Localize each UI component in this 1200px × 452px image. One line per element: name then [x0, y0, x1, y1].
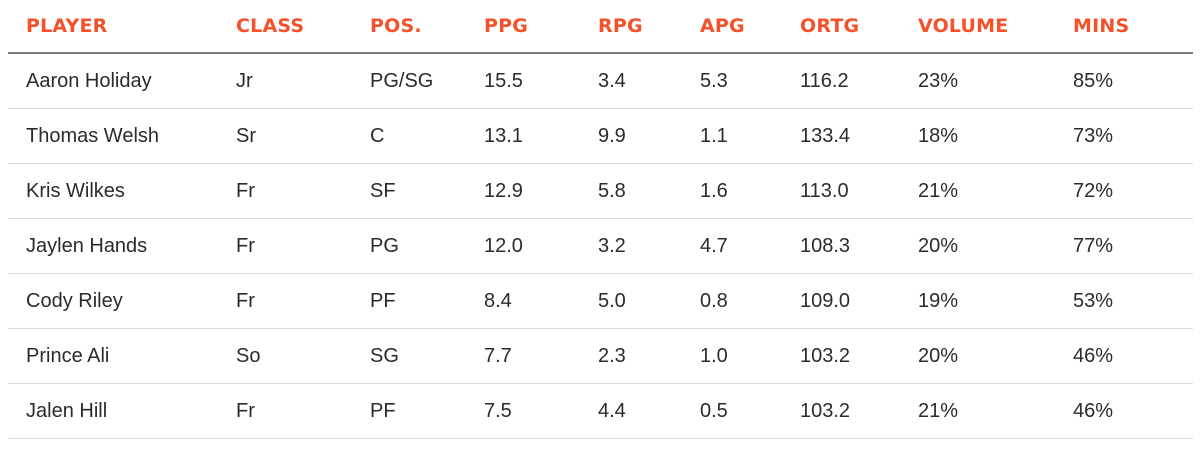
cell-class: So [236, 328, 370, 384]
table-row: Aaron Holiday Jr PG/SG 15.5 3.4 5.3 116.… [8, 53, 1193, 109]
cell-mins: 53% [1073, 273, 1193, 329]
cell-player: Aaron Holiday [8, 53, 236, 109]
column-header-class: CLASS [236, 0, 370, 54]
cell-apg: 1.6 [700, 163, 800, 219]
column-header-ppg: PPG [484, 0, 598, 54]
column-header-rpg: RPG [598, 0, 700, 54]
table-row: Thomas Welsh Sr C 13.1 9.9 1.1 133.4 18%… [8, 108, 1193, 164]
cell-ppg: 7.7 [484, 328, 598, 384]
cell-volume: 19% [918, 273, 1073, 329]
cell-player: Thomas Welsh [8, 108, 236, 164]
table-row: Kris Wilkes Fr SF 12.9 5.8 1.6 113.0 21%… [8, 163, 1193, 219]
cell-volume: 20% [918, 218, 1073, 274]
cell-rpg: 2.3 [598, 328, 700, 384]
cell-player: Prince Ali [8, 328, 236, 384]
header-row: PLAYER CLASS POS. PPG RPG APG ORTG VOLUM… [8, 0, 1193, 54]
cell-apg: 1.0 [700, 328, 800, 384]
table-header: PLAYER CLASS POS. PPG RPG APG ORTG VOLUM… [8, 0, 1193, 54]
cell-class: Sr [236, 108, 370, 164]
cell-class: Fr [236, 383, 370, 439]
cell-rpg: 4.4 [598, 383, 700, 439]
cell-position: PF [370, 383, 484, 439]
cell-ortg: 109.0 [800, 273, 918, 329]
cell-position: PG/SG [370, 53, 484, 109]
table-row: Jalen Hill Fr PF 7.5 4.4 0.5 103.2 21% 4… [8, 383, 1193, 439]
table-row: Prince Ali So SG 7.7 2.3 1.0 103.2 20% 4… [8, 328, 1193, 384]
cell-class: Fr [236, 273, 370, 329]
cell-apg: 4.7 [700, 218, 800, 274]
cell-mins: 46% [1073, 383, 1193, 439]
cell-player: Cody Riley [8, 273, 236, 329]
cell-ppg: 8.4 [484, 273, 598, 329]
column-header-mins: MINS [1073, 0, 1193, 54]
table-row: Jaylen Hands Fr PG 12.0 3.2 4.7 108.3 20… [8, 218, 1193, 274]
cell-ortg: 108.3 [800, 218, 918, 274]
cell-ortg: 103.2 [800, 328, 918, 384]
cell-ortg: 113.0 [800, 163, 918, 219]
cell-mins: 72% [1073, 163, 1193, 219]
cell-ppg: 12.9 [484, 163, 598, 219]
cell-ortg: 133.4 [800, 108, 918, 164]
column-header-player: PLAYER [8, 0, 236, 54]
cell-class: Fr [236, 218, 370, 274]
cell-volume: 21% [918, 163, 1073, 219]
table-row: Cody Riley Fr PF 8.4 5.0 0.8 109.0 19% 5… [8, 273, 1193, 329]
cell-player: Jalen Hill [8, 383, 236, 439]
cell-mins: 85% [1073, 53, 1193, 109]
cell-apg: 0.8 [700, 273, 800, 329]
column-header-apg: APG [700, 0, 800, 54]
cell-mins: 77% [1073, 218, 1193, 274]
cell-volume: 18% [918, 108, 1073, 164]
cell-ppg: 7.5 [484, 383, 598, 439]
cell-volume: 21% [918, 383, 1073, 439]
cell-position: SG [370, 328, 484, 384]
cell-volume: 20% [918, 328, 1073, 384]
player-stats-table: PLAYER CLASS POS. PPG RPG APG ORTG VOLUM… [8, 0, 1193, 439]
cell-mins: 73% [1073, 108, 1193, 164]
cell-player: Kris Wilkes [8, 163, 236, 219]
cell-ortg: 103.2 [800, 383, 918, 439]
cell-player: Jaylen Hands [8, 218, 236, 274]
cell-class: Jr [236, 53, 370, 109]
cell-apg: 5.3 [700, 53, 800, 109]
cell-ortg: 116.2 [800, 53, 918, 109]
cell-mins: 46% [1073, 328, 1193, 384]
cell-position: PF [370, 273, 484, 329]
cell-rpg: 5.0 [598, 273, 700, 329]
cell-class: Fr [236, 163, 370, 219]
cell-rpg: 9.9 [598, 108, 700, 164]
cell-position: SF [370, 163, 484, 219]
column-header-volume: VOLUME [918, 0, 1073, 54]
column-header-position: POS. [370, 0, 484, 54]
column-header-ortg: ORTG [800, 0, 918, 54]
cell-ppg: 13.1 [484, 108, 598, 164]
table-body: Aaron Holiday Jr PG/SG 15.5 3.4 5.3 116.… [8, 53, 1193, 439]
cell-apg: 1.1 [700, 108, 800, 164]
cell-rpg: 3.4 [598, 53, 700, 109]
cell-position: C [370, 108, 484, 164]
cell-rpg: 5.8 [598, 163, 700, 219]
cell-ppg: 15.5 [484, 53, 598, 109]
cell-ppg: 12.0 [484, 218, 598, 274]
cell-position: PG [370, 218, 484, 274]
cell-apg: 0.5 [700, 383, 800, 439]
cell-rpg: 3.2 [598, 218, 700, 274]
cell-volume: 23% [918, 53, 1073, 109]
